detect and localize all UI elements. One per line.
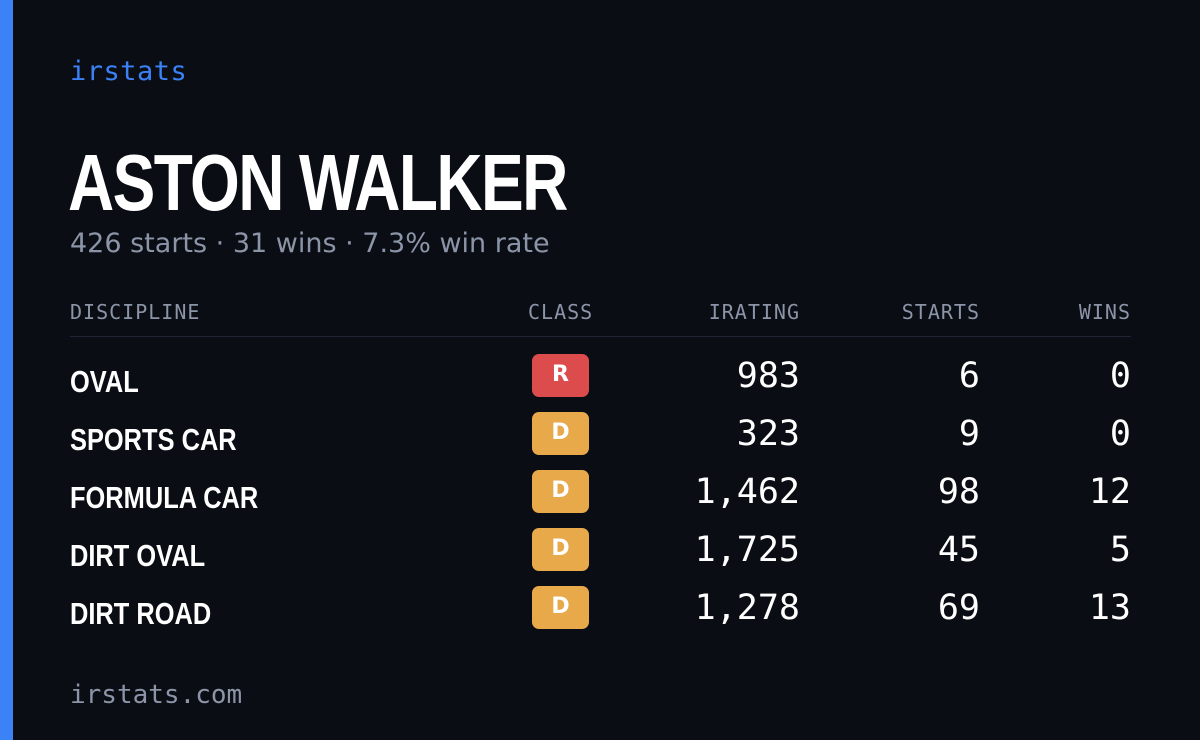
table-row: FORMULA CAR D 1,462 98 12 xyxy=(70,470,1131,528)
row-irating: 1,462 xyxy=(694,472,800,512)
header-irating: IRATING xyxy=(708,300,800,324)
row-discipline: SPORTS CAR xyxy=(70,422,237,457)
row-wins: 12 xyxy=(1088,472,1131,512)
class-badge: D xyxy=(532,412,589,455)
header-starts: STARTS xyxy=(901,300,980,324)
row-discipline: DIRT OVAL xyxy=(70,538,206,573)
row-irating: 1,278 xyxy=(694,588,800,628)
row-discipline: DIRT ROAD xyxy=(70,596,212,631)
header-class: CLASS xyxy=(528,300,594,324)
row-irating: 1,725 xyxy=(694,530,800,570)
class-badge: D xyxy=(532,586,589,629)
header-discipline: DISCIPLINE xyxy=(70,300,201,324)
row-irating: 983 xyxy=(736,356,800,396)
row-starts: 45 xyxy=(937,530,980,570)
row-starts: 6 xyxy=(958,356,980,396)
class-badge: D xyxy=(532,470,589,513)
footer-url: irstats.com xyxy=(70,680,243,710)
row-starts: 69 xyxy=(937,588,980,628)
brand-logo-text: irstats xyxy=(70,56,188,87)
row-irating: 323 xyxy=(736,414,800,454)
row-wins: 0 xyxy=(1109,414,1131,454)
table-row: DIRT ROAD D 1,278 69 13 xyxy=(70,586,1131,644)
accent-bar xyxy=(0,0,13,740)
driver-name: ASTON WALKER xyxy=(68,138,568,227)
row-starts: 9 xyxy=(958,414,980,454)
class-badge: R xyxy=(532,354,589,397)
row-starts: 98 xyxy=(937,472,980,512)
class-badge: D xyxy=(532,528,589,571)
header-wins: WINS xyxy=(1078,300,1131,324)
driver-summary: 426 starts · 31 wins · 7.3% win rate xyxy=(70,228,550,259)
table-header: DISCIPLINE CLASS IRATING STARTS WINS xyxy=(70,300,1131,337)
table-row: OVAL R 983 6 0 xyxy=(70,354,1131,412)
row-discipline: FORMULA CAR xyxy=(70,480,259,515)
table-row: DIRT OVAL D 1,725 45 5 xyxy=(70,528,1131,586)
row-wins: 13 xyxy=(1088,588,1131,628)
row-discipline: OVAL xyxy=(70,364,139,399)
table-row: SPORTS CAR D 323 9 0 xyxy=(70,412,1131,470)
row-wins: 5 xyxy=(1109,530,1131,570)
row-wins: 0 xyxy=(1109,356,1131,396)
